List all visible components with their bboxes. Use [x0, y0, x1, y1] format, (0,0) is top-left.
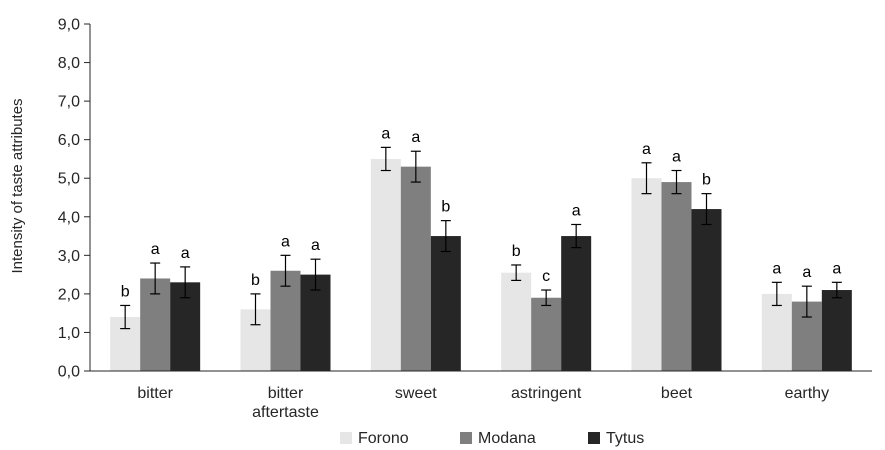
y-tick-label: 1,0 — [58, 325, 80, 342]
y-axis-title: Intensity of taste attributes — [9, 98, 26, 273]
significance-letter: a — [311, 237, 320, 254]
significance-letter: a — [411, 129, 420, 146]
significance-letter: a — [672, 149, 681, 166]
error-bar — [280, 254, 291, 287]
significance-letter: a — [151, 241, 160, 258]
bar-tytus — [691, 209, 722, 371]
y-tick-label: 2,0 — [58, 286, 80, 303]
bar-tytus — [561, 236, 592, 371]
legend-swatch — [588, 432, 600, 444]
x-tick-label: earthy — [785, 385, 829, 402]
bar-forono — [370, 158, 401, 371]
bar-tytus — [300, 274, 331, 371]
y-axis: 0,0 1,0 2,0 3,0 4,0 5,0 6,0 7,0 8,0 9,0 — [58, 17, 90, 381]
significance-letter: a — [572, 202, 581, 219]
y-tick-label: 4,0 — [58, 209, 80, 226]
significance-letter: a — [802, 264, 811, 281]
significance-letter: a — [281, 233, 290, 250]
error-bar — [380, 146, 391, 172]
error-bar — [541, 289, 552, 307]
significance-letter: a — [772, 260, 781, 277]
error-bar — [150, 262, 161, 295]
bar-modana — [531, 297, 562, 371]
bar-tytus — [821, 290, 852, 371]
significance-letter: b — [702, 172, 711, 189]
bar-modana — [400, 166, 431, 371]
legend-swatch — [340, 432, 352, 444]
bar-forono — [761, 293, 792, 371]
x-axis: bitter bitter aftertaste sweet astringent bee… — [137, 385, 829, 421]
plot-area: b a a b a a a a b b c a a a b a a a — [110, 125, 852, 371]
error-bar — [511, 264, 522, 281]
significance-letter: a — [642, 141, 651, 158]
legend-label: Tytus — [606, 430, 644, 447]
error-bar — [701, 193, 712, 226]
error-bar — [801, 285, 812, 318]
error-bar — [410, 150, 421, 183]
significance-letter: a — [381, 125, 390, 142]
legend-item-modana: Modana — [460, 430, 536, 447]
error-bar — [571, 223, 582, 249]
significance-letter: b — [441, 199, 450, 216]
y-tick-label: 9,0 — [58, 17, 80, 34]
error-bar — [250, 293, 261, 326]
y-tick-label: 0,0 — [58, 364, 80, 381]
error-bar — [671, 169, 682, 195]
legend-label: Modana — [478, 430, 536, 447]
error-bar — [831, 281, 842, 299]
significance-letter: a — [832, 260, 841, 277]
x-tick-label: astringent — [511, 385, 582, 402]
y-tick-label: 6,0 — [58, 132, 80, 149]
y-tick-label: 3,0 — [58, 248, 80, 265]
error-bar — [120, 304, 131, 330]
significance-letter: a — [181, 245, 190, 262]
error-bar — [641, 162, 652, 195]
bar-tytus — [430, 236, 461, 371]
legend-label: Forono — [358, 430, 409, 447]
error-bar — [771, 281, 782, 307]
error-bar — [440, 220, 451, 253]
legend-item-forono: Forono — [340, 430, 409, 447]
legend-item-tytus: Tytus — [588, 430, 644, 447]
legend-swatch — [460, 432, 472, 444]
y-tick-label: 5,0 — [58, 171, 80, 188]
bar-forono — [501, 272, 532, 371]
x-tick-label: bitter aftertaste — [252, 385, 319, 421]
significance-letter: b — [251, 272, 260, 289]
significance-letter: b — [121, 283, 130, 300]
error-bar — [180, 266, 191, 299]
significance-letter: c — [542, 268, 550, 285]
x-tick-label: sweet — [395, 385, 437, 402]
y-tick-label: 8,0 — [58, 55, 80, 72]
x-tick-label: bitter — [137, 385, 173, 402]
x-tick-label: beet — [661, 385, 693, 402]
significance-letter: b — [512, 243, 521, 260]
legend: Forono Modana Tytus — [340, 430, 644, 447]
bar-forono — [631, 178, 662, 371]
error-bar — [310, 258, 321, 291]
y-tick-label: 7,0 — [58, 94, 80, 111]
bar-modana — [661, 182, 692, 371]
bar-modana — [270, 270, 301, 371]
